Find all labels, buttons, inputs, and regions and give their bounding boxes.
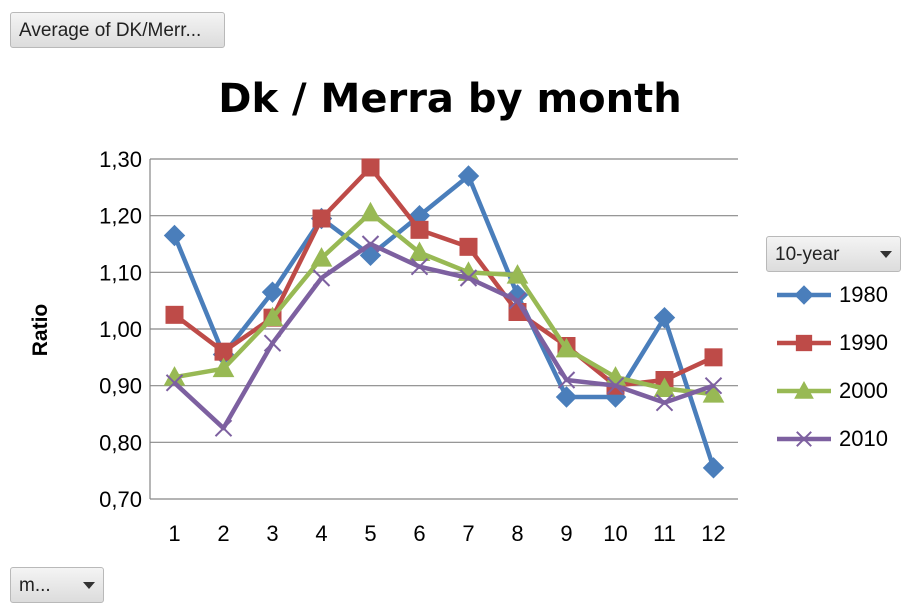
gridlines xyxy=(149,158,738,500)
chevron-down-icon xyxy=(880,250,892,258)
data-point xyxy=(261,281,284,303)
chart-title: Dk / Merra by month xyxy=(218,76,682,122)
data-point xyxy=(408,241,431,261)
data-point xyxy=(165,305,184,324)
legend-item: 2000 xyxy=(775,376,900,406)
data-point xyxy=(653,306,676,329)
data-point xyxy=(459,237,478,256)
axis-field-dropdown[interactable]: m... xyxy=(10,567,104,603)
data-point xyxy=(163,224,186,247)
x-tick-label: 8 xyxy=(511,521,523,546)
data-point xyxy=(410,257,429,276)
data-point xyxy=(606,376,625,395)
value-field-label: Average of DK/Merr... xyxy=(19,19,202,41)
data-point xyxy=(557,371,576,389)
legend-swatch xyxy=(777,334,831,352)
legend-label: 1980 xyxy=(839,282,888,307)
x-tick-label: 11 xyxy=(653,521,676,546)
legend-item: 1990 xyxy=(775,328,900,358)
data-point xyxy=(653,377,676,397)
legend-label: 1990 xyxy=(839,330,888,355)
legend-swatch xyxy=(777,285,831,305)
value-field-button[interactable]: Average of DK/Merr... xyxy=(10,12,225,48)
x-tick-label: 5 xyxy=(364,521,376,546)
data-point xyxy=(704,376,723,395)
data-point xyxy=(604,366,627,386)
data-point xyxy=(214,419,233,437)
data-point xyxy=(310,247,333,267)
data-point xyxy=(212,357,235,378)
data-point xyxy=(457,165,480,187)
y-tick-label: 1,10 xyxy=(99,260,142,285)
data-point xyxy=(506,264,529,284)
legend-item: 1980 xyxy=(775,280,900,310)
data-point xyxy=(263,334,282,352)
chevron-down-icon xyxy=(83,581,95,589)
data-point xyxy=(555,386,578,408)
data-point xyxy=(359,201,382,222)
data-point xyxy=(214,342,233,361)
y-tick-label: 1,00 xyxy=(99,317,142,342)
legend-label: 2010 xyxy=(839,426,888,451)
y-tick-label: 0,70 xyxy=(99,487,142,512)
x-tick-label: 2 xyxy=(217,521,229,546)
x-tick-labels: 1 2 3 4 5 6 7 8 9 10 11 12 xyxy=(168,521,725,546)
legend-swatch xyxy=(777,380,831,399)
series-line xyxy=(173,165,715,388)
legend-item: 2010 xyxy=(775,424,900,454)
data-point xyxy=(312,269,331,287)
legend-field-dropdown[interactable]: 10-year xyxy=(766,236,901,272)
data-point xyxy=(312,209,331,228)
data-point xyxy=(508,291,527,310)
x-tick-label: 4 xyxy=(315,521,327,546)
series-2010 xyxy=(165,235,723,437)
x-tick-label: 3 xyxy=(266,521,278,546)
data-point xyxy=(555,337,578,358)
data-point xyxy=(704,348,723,367)
series-layer xyxy=(163,158,725,479)
data-point xyxy=(702,383,725,403)
x-tick-label: 6 xyxy=(413,521,425,546)
series-2000 xyxy=(163,201,725,403)
data-point xyxy=(410,220,429,239)
data-point xyxy=(165,374,184,392)
series-line xyxy=(172,241,715,431)
x-tick-label: 1 xyxy=(168,521,180,546)
x-tick-label: 12 xyxy=(701,521,725,546)
data-point xyxy=(361,235,380,253)
legend-field-label: 10-year xyxy=(775,243,840,265)
series-1980 xyxy=(163,165,725,479)
data-point xyxy=(459,269,478,287)
data-point xyxy=(361,158,380,177)
x-tick-label: 7 xyxy=(462,521,474,546)
legend-label: 2000 xyxy=(839,378,888,403)
y-tick-labels: 0,70 0,80 0,90 1,00 1,10 1,20 1,30 xyxy=(99,147,142,512)
y-tick-label: 1,30 xyxy=(99,147,142,172)
series-line xyxy=(172,173,716,469)
data-point xyxy=(655,393,674,412)
y-tick-label: 0,80 xyxy=(99,430,142,455)
legend-swatch xyxy=(777,431,831,447)
x-tick-label: 10 xyxy=(603,521,627,546)
data-point xyxy=(261,306,284,327)
y-tick-label: 0,90 xyxy=(99,374,142,399)
data-point xyxy=(702,457,725,479)
x-tick-label: 9 xyxy=(560,521,572,546)
axis-field-label: m... xyxy=(19,574,51,596)
y-tick-label: 1,20 xyxy=(99,204,142,229)
